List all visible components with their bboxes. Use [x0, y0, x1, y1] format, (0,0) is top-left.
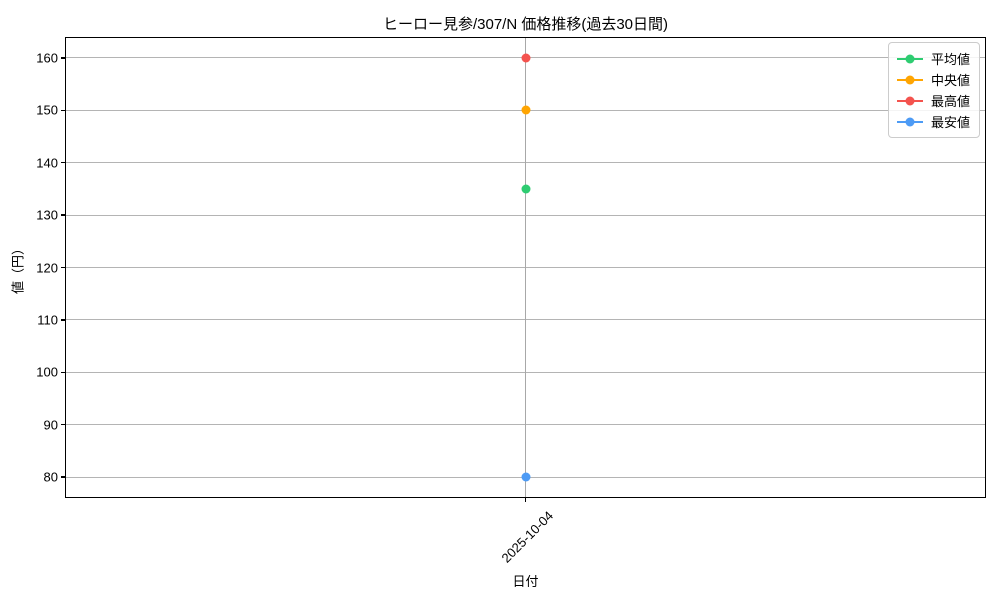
y-tick-mark: [61, 109, 65, 112]
legend-item: 最安値: [896, 111, 970, 132]
data-point-最高値: [521, 53, 530, 63]
y-tick-mark: [61, 319, 65, 321]
y-tick-label: 100: [36, 364, 58, 380]
legend-label: 最安値: [930, 115, 970, 130]
y-tick-mark: [61, 266, 65, 269]
legend-line-marker-swatch: [896, 96, 923, 105]
y-tick-label: 90: [43, 417, 58, 433]
y-tick-mark: [61, 214, 65, 216]
legend: 平均値中央値最高値最安値: [887, 42, 980, 138]
y-tick-mark: [61, 423, 65, 426]
legend-label: 平均値: [930, 52, 970, 67]
legend-item: 平均値: [896, 48, 970, 69]
plot-area: [65, 37, 986, 498]
y-tick-mark: [61, 57, 65, 59]
legend-line-marker-swatch: [896, 117, 923, 126]
x-tick-label: 2025-10-04: [498, 508, 557, 566]
y-tick-label: 160: [36, 50, 58, 66]
legend-marker-dot: [905, 54, 915, 63]
x-axis-label: 日付: [512, 574, 539, 589]
legend-item: 最高値: [896, 90, 970, 111]
legend-item: 中央値: [896, 69, 970, 90]
legend-label: 中央値: [930, 73, 970, 88]
y-tick-label: 80: [43, 469, 58, 485]
y-tick-mark: [61, 371, 65, 374]
legend-line-marker-swatch: [896, 54, 923, 63]
x-tick-mark: [524, 498, 527, 502]
x-gridline: [525, 38, 526, 497]
y-axis-label: 値（円）: [10, 241, 26, 295]
data-point-平均値: [521, 184, 530, 194]
y-tick-label: 150: [36, 102, 58, 118]
legend-line-marker-swatch: [896, 75, 923, 84]
legend-label: 最高値: [930, 94, 970, 109]
y-tick-mark: [61, 161, 65, 164]
legend-marker-dot: [905, 117, 915, 126]
legend-marker-dot: [905, 96, 915, 105]
y-tick-label: 110: [37, 312, 58, 328]
chart-title: ヒーロー見参/307/N 価格推移(過去30日間): [382, 16, 669, 33]
data-point-中央値: [521, 105, 530, 115]
data-point-最安値: [521, 472, 530, 482]
y-tick-label: 140: [36, 155, 58, 171]
y-tick-label: 130: [36, 207, 58, 223]
y-tick-label: 120: [36, 260, 58, 275]
y-tick-mark: [61, 476, 65, 478]
legend-marker-dot: [905, 75, 915, 84]
